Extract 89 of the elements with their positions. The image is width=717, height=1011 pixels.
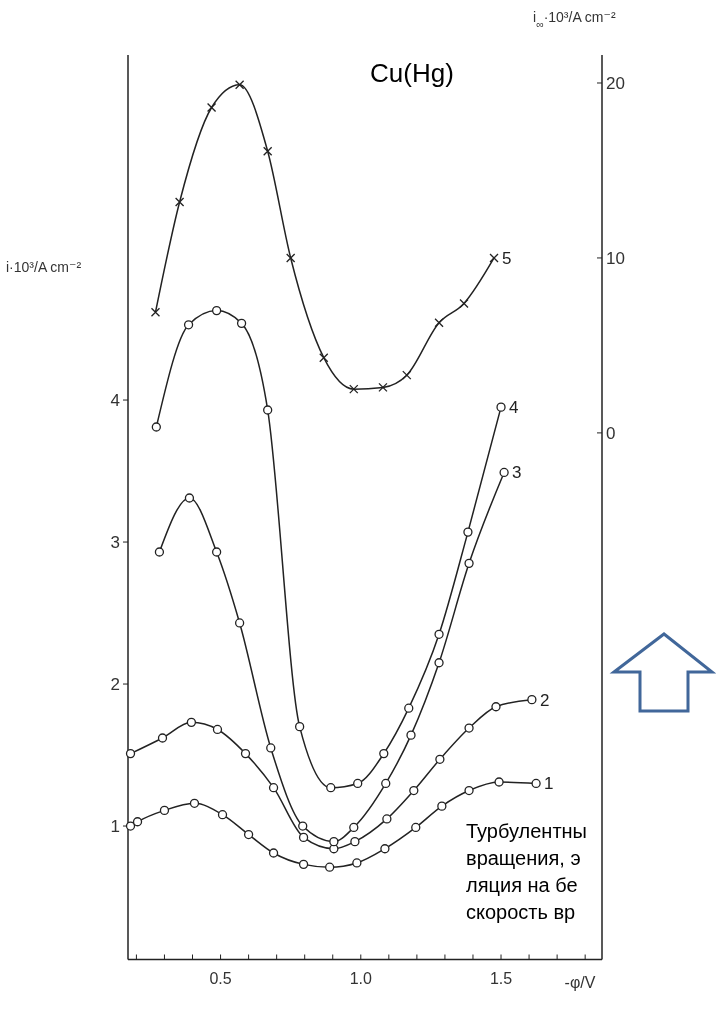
- point: [437, 801, 447, 811]
- point: [268, 783, 279, 793]
- point: [211, 547, 222, 557]
- series-label: 4: [509, 398, 519, 418]
- point: [402, 370, 412, 380]
- point: [527, 695, 537, 705]
- point: [298, 832, 309, 843]
- point: [186, 717, 197, 728]
- point: [268, 848, 279, 858]
- point: [263, 405, 273, 415]
- y-tick-label: 4: [110, 391, 120, 411]
- point: [494, 777, 504, 787]
- y2-tick-label: 20: [606, 73, 625, 93]
- point: [236, 318, 247, 329]
- point: [132, 817, 143, 827]
- point: [234, 80, 245, 90]
- point: [125, 821, 136, 831]
- point: [464, 558, 474, 568]
- point: [379, 748, 389, 759]
- point: [353, 778, 363, 789]
- point: [326, 783, 336, 793]
- point: [434, 658, 444, 668]
- point: [150, 307, 161, 317]
- point: [459, 298, 469, 309]
- point: [435, 754, 445, 764]
- series-label: 5: [502, 248, 512, 268]
- x-axis-title: -φ/V: [564, 974, 596, 991]
- y-tick-label: 3: [110, 533, 120, 553]
- x-tick-label: 1.0: [349, 969, 373, 987]
- point: [352, 858, 362, 868]
- point: [381, 778, 391, 789]
- series-label: 2: [539, 690, 550, 710]
- x-tick-label: 1.5: [489, 969, 513, 987]
- series-label: 3: [512, 463, 522, 483]
- x-tick-label: 0.5: [209, 969, 232, 987]
- point: [464, 785, 474, 796]
- point: [496, 402, 506, 412]
- point: [174, 197, 185, 207]
- point: [489, 253, 499, 263]
- annotation: Турбулентны вращения, э ляция на бе скорость вр: [466, 820, 587, 923]
- point: [286, 253, 296, 263]
- y2-axis-title: i$_{∞}$·10³/A cm⁻²: [533, 9, 616, 30]
- point: [217, 810, 228, 820]
- point: [125, 748, 136, 759]
- point: [206, 102, 217, 113]
- point: [434, 629, 444, 639]
- point: [382, 814, 392, 824]
- point: [263, 146, 273, 156]
- point: [411, 822, 421, 833]
- point: [464, 723, 474, 733]
- point: [491, 702, 501, 712]
- point: [151, 422, 161, 432]
- point: [212, 724, 223, 735]
- y2-tick-label: 10: [606, 248, 625, 268]
- point: [298, 859, 309, 870]
- point: [183, 320, 194, 330]
- point: [154, 547, 165, 557]
- chart-title: Cu(Hg): [370, 58, 454, 88]
- series-label: 1: [544, 774, 554, 794]
- point: [211, 305, 222, 316]
- point: [295, 721, 305, 732]
- y-tick-label: 1: [110, 817, 120, 837]
- point: [406, 730, 416, 740]
- point: [350, 837, 360, 847]
- point: [380, 844, 390, 854]
- point: [319, 353, 329, 363]
- point: [349, 822, 359, 833]
- point: [184, 493, 195, 503]
- point: [240, 748, 251, 759]
- point: [189, 798, 200, 808]
- point: [378, 382, 388, 393]
- y-tick-label: 2: [110, 675, 120, 695]
- point: [409, 785, 419, 796]
- point: [499, 467, 509, 478]
- point: [266, 743, 276, 753]
- y2-tick-label: 0: [606, 423, 616, 443]
- point: [463, 527, 473, 537]
- point: [404, 703, 414, 713]
- point: [157, 733, 168, 743]
- point: [434, 318, 444, 328]
- point: [325, 862, 335, 872]
- y-axis-title: i·10³/A cm⁻²: [6, 259, 82, 275]
- point: [349, 384, 359, 394]
- point: [298, 821, 308, 831]
- point: [531, 778, 541, 789]
- point: [243, 829, 254, 840]
- point: [234, 618, 245, 628]
- point: [329, 837, 339, 847]
- point: [159, 805, 170, 816]
